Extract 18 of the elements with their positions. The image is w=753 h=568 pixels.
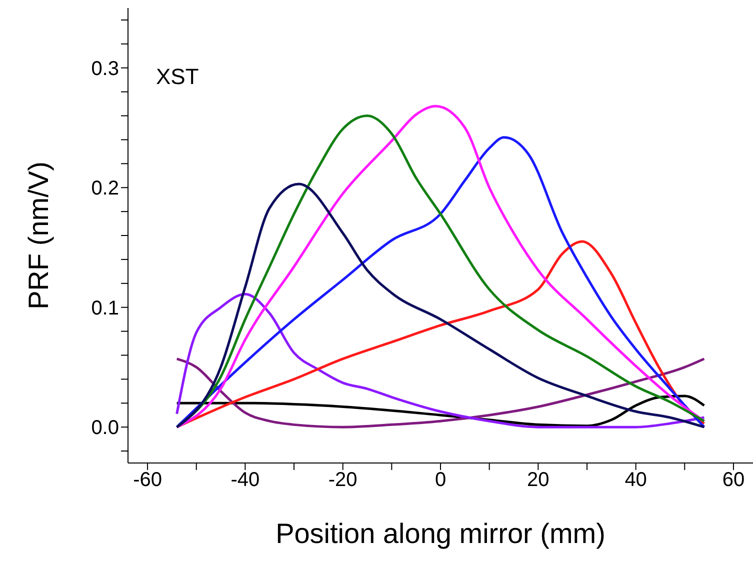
x-tick-label: 40	[624, 469, 647, 492]
y-tick-label: 0.1	[91, 297, 119, 320]
annotation: XST	[156, 64, 199, 90]
x-tick-label: -40	[230, 469, 260, 492]
y-tick-label: 0.2	[91, 178, 119, 200]
y-tick-label: 0.3	[91, 58, 119, 80]
line-series	[176, 240, 706, 428]
y-axis-title: PRF (nm/V)	[22, 162, 54, 310]
line-series	[176, 358, 706, 428]
line-series	[176, 292, 706, 428]
line-series	[176, 182, 706, 428]
x-axis-title: Position along mirror (mm)	[276, 518, 606, 549]
x-tick-label: 0	[434, 469, 446, 492]
x-tick-label: 20	[527, 469, 550, 492]
x-tick-label: -20	[328, 469, 358, 492]
y-tick-label: 0.0	[91, 417, 119, 440]
x-tick-label: 60	[722, 469, 745, 492]
x-tick-label: -60	[133, 469, 162, 492]
